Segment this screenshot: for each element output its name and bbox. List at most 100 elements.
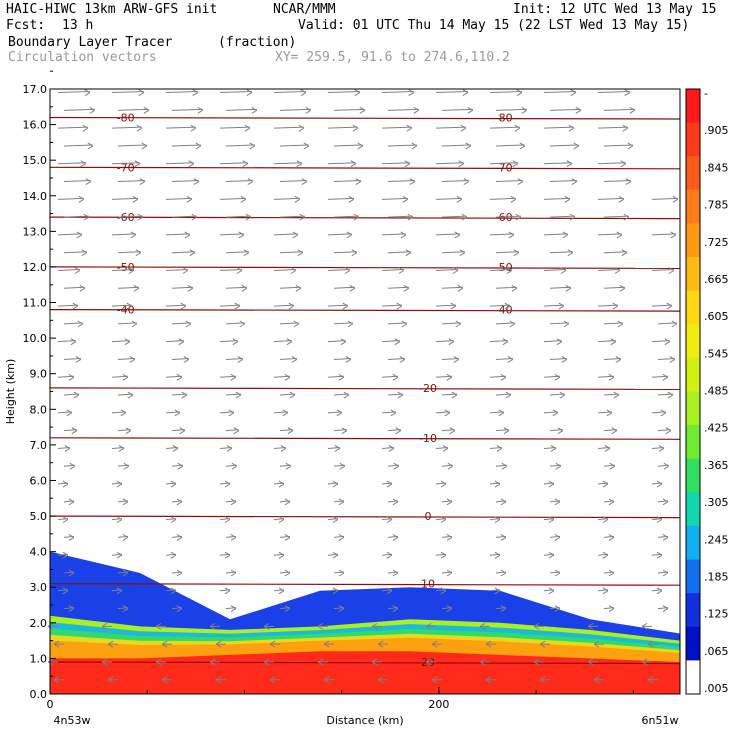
circulation-vector: [333, 144, 363, 147]
temperature-contour: [49, 387, 681, 390]
vector-arrowhead: [450, 302, 457, 310]
circulation-vector: [327, 91, 360, 94]
vector-arrowhead: [411, 142, 418, 150]
circulation-vector: [111, 91, 144, 94]
circulation-vector: [165, 375, 182, 378]
colorbar-label: .785: [704, 199, 729, 212]
vector-arrowhead: [399, 356, 406, 363]
vector-arrowhead: [284, 373, 291, 381]
circulation-vector: [219, 197, 246, 200]
circulation-vector: [603, 144, 633, 147]
vector-arrowhead: [602, 551, 609, 559]
vector-arrowhead: [357, 142, 364, 150]
colorbar-label: .425: [704, 422, 729, 435]
vector-arrowhead: [77, 320, 84, 328]
y-tick-label: 13.0: [23, 225, 48, 238]
colorbar-label: .365: [704, 459, 729, 472]
x-axis: 0 200: [47, 687, 634, 711]
vector-arrowhead: [62, 587, 69, 595]
colorbar-swatch: [686, 223, 700, 258]
circulation-vector: [63, 251, 87, 254]
vector-arrowhead: [296, 160, 303, 168]
vector-arrowhead: [609, 462, 616, 470]
colorbar-swatch: [686, 626, 700, 661]
circulation-vector: [543, 162, 572, 165]
y-tick-label: 1.0: [30, 652, 48, 665]
circulation-vector: [387, 357, 405, 360]
vector-arrowhead: [188, 160, 195, 168]
vector-arrowhead: [425, 658, 432, 666]
vector-arrowhead: [656, 587, 663, 595]
circulation-vector: [597, 162, 626, 165]
vector-arrowhead: [408, 89, 415, 96]
vector-arrowhead: [668, 267, 675, 274]
vector-arrowhead: [68, 533, 75, 541]
circulation-vector: [117, 108, 149, 111]
circulation-vector: [165, 340, 184, 343]
circulation-vector: [441, 180, 469, 183]
vector-arrowhead: [409, 178, 416, 185]
vector-arrowhead: [371, 658, 378, 666]
circulation-vector: [441, 215, 467, 218]
circulation-vector: [495, 251, 519, 254]
vector-arrowhead: [84, 89, 91, 96]
vector-arrowhead: [608, 605, 615, 613]
vector-arrowhead: [670, 231, 677, 239]
vector-arrowhead: [174, 409, 181, 417]
vector-arrowhead: [263, 658, 270, 666]
circulation-vector: [489, 126, 520, 129]
vector-arrowhead: [170, 480, 177, 488]
vector-arrowhead: [232, 338, 239, 346]
circulation-vector: [495, 286, 517, 289]
vector-arrowhead: [629, 106, 636, 114]
vector-arrowhead: [386, 480, 393, 488]
vector-arrowhead: [494, 516, 501, 524]
vector-arrowhead: [66, 409, 73, 417]
vector-arrowhead: [172, 445, 179, 452]
vector-arrowhead: [425, 622, 432, 630]
temperature-contour: [49, 583, 681, 586]
vector-arrowhead: [285, 462, 292, 470]
vector-arrowhead: [351, 249, 358, 257]
circulation-vector: [333, 108, 365, 111]
circulation-vector: [171, 286, 193, 289]
colorbar-swatch: [686, 257, 700, 292]
circulation-vector: [111, 126, 142, 129]
circulation-vector: [171, 108, 203, 111]
circulation-vector: [549, 357, 567, 360]
vector-arrowhead: [323, 676, 330, 684]
circulation-vector: [279, 144, 309, 147]
circulation-vector: [327, 304, 348, 307]
vector-arrowhead: [228, 409, 235, 417]
circulation-vector: [63, 108, 95, 111]
vector-arrowhead: [671, 320, 678, 328]
vector-arrowhead: [494, 587, 501, 595]
circulation-vector: [57, 197, 84, 200]
vector-arrowhead: [451, 391, 458, 399]
vector-arrowhead: [456, 195, 463, 203]
circulation-vector: [273, 304, 294, 307]
vector-arrowhead: [101, 622, 108, 630]
temperature-contour: [49, 661, 681, 665]
vector-arrowhead: [666, 302, 673, 310]
forecast-label: Fcst:: [6, 18, 46, 33]
vector-arrowhead: [125, 427, 132, 435]
y-tick-label: 15.0: [23, 154, 48, 167]
vector-arrowhead: [81, 249, 88, 257]
y-tick-label: 6.0: [30, 474, 48, 487]
vector-arrowhead: [284, 569, 291, 577]
vector-arrowhead: [355, 178, 362, 185]
vector-arrowhead: [246, 89, 253, 96]
vector-arrowhead: [303, 142, 310, 150]
vector-arrowhead: [230, 569, 237, 577]
tracer-shading: [50, 551, 680, 694]
vector-arrowhead: [444, 409, 451, 417]
circulation-vector: [63, 180, 91, 183]
vector-arrowhead: [187, 284, 194, 292]
circulation-vector: [117, 322, 137, 325]
vector-arrowhead: [563, 320, 570, 328]
vector-arrowhead: [554, 605, 561, 613]
circulation-vector: [597, 269, 620, 271]
vector-arrowhead: [85, 178, 92, 185]
vector-arrowhead: [299, 213, 306, 221]
